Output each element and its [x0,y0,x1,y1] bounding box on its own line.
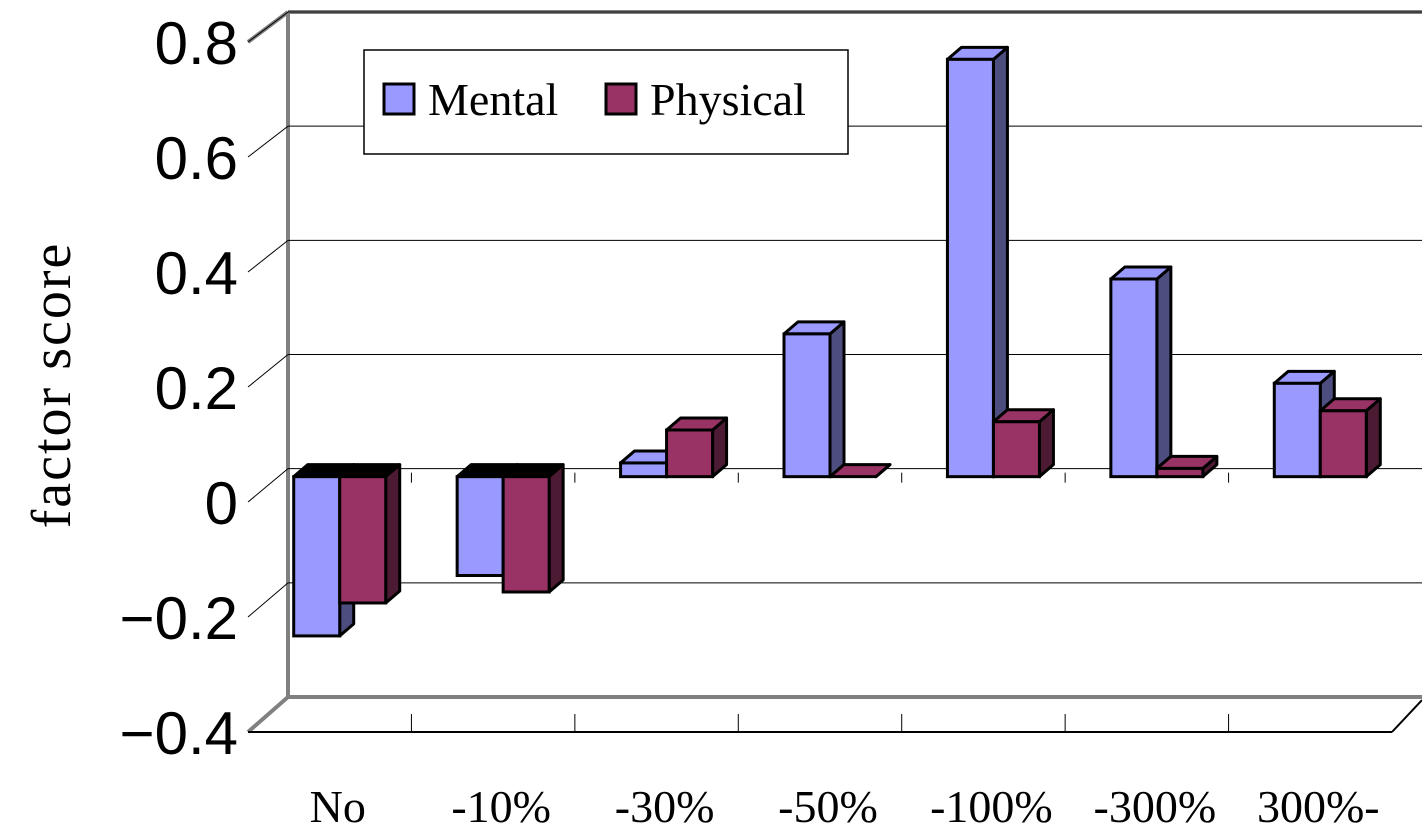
x-tick-label: No [310,781,366,830]
bar-front [991,420,1041,479]
y-tick-label: 0 [205,470,238,537]
y-tick-label: 0.2 [155,355,238,422]
x-tick-label: -50% [778,781,878,830]
y-tick-label: 0.8 [155,10,238,77]
gridline-side [247,125,289,158]
bar-front [455,475,505,578]
y-tick-label: 0.4 [155,240,238,307]
x-tick-label: 300%- [1257,781,1380,830]
y-tick-label: 0.6 [155,125,238,192]
bar-front [501,475,551,594]
floor-left-edge [246,695,290,734]
floor-right-edge [1391,699,1422,733]
bar-side [828,320,846,479]
legend: Mental Physical [363,49,849,155]
bar-front [1318,409,1368,479]
x-tick-label: -10% [451,781,551,830]
legend-swatch-physical [604,82,638,116]
y-tick-label: −0.2 [120,585,238,652]
bar-mental-4 [945,45,1009,479]
bar-mental-5 [1109,265,1173,479]
y-tick-label: −0.4 [120,700,238,767]
bar-front [619,461,669,479]
x-axis-ticks: No -10% -30% -50% -100% -300% 300%- [310,472,1380,830]
y-axis-ticks: −0.4 −0.2 0 0.2 0.4 0.6 0.8 [120,10,238,767]
bar-physical-1 [501,463,565,594]
gridline-side [247,468,289,503]
bar-physical-2 [665,416,729,479]
bar-physical-6 [1318,397,1382,479]
bar-physical-5 [1155,454,1219,479]
bar-side [384,463,402,605]
legend-label-physical: Physical [650,74,806,125]
y-axis-label: factor score [21,242,83,529]
bar-physical-3 [828,463,892,479]
bar-mental-3 [782,320,846,479]
legend-swatch-mental [382,82,416,116]
bar-front [1109,277,1159,479]
bar-front [292,475,342,638]
bar-side [547,463,565,594]
gridline-side [247,11,289,43]
bar-front [665,428,715,479]
bars [292,45,1382,638]
bar-front [945,57,995,479]
bar-physical-4 [991,408,1055,479]
bar-side [1155,265,1173,479]
bar-front [782,332,832,479]
bar-top [828,463,892,479]
gridline-side [247,239,289,273]
x-tick-label: -300% [1094,781,1217,830]
bar-physical-0 [338,463,402,605]
gridline-side [247,354,289,388]
gridline-side [247,582,289,618]
x-tick-label: -30% [615,781,715,830]
bar-front [1155,466,1205,479]
x-tick-label: -100% [930,781,1053,830]
bar-front [1272,381,1322,479]
legend-label-mental: Mental [428,74,558,125]
bar-front [338,475,388,605]
